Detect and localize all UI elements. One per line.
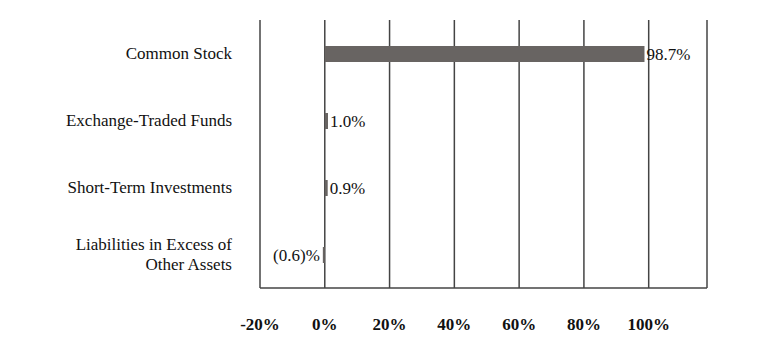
svg-text:0.9%: 0.9% — [330, 179, 365, 198]
svg-text:1.0%: 1.0% — [330, 112, 365, 131]
svg-text:20%: 20% — [373, 315, 407, 334]
svg-text:(0.6)%: (0.6)% — [273, 246, 320, 265]
svg-text:Other Assets: Other Assets — [146, 255, 232, 274]
svg-text:100%: 100% — [627, 315, 670, 334]
svg-text:80%: 80% — [567, 315, 601, 334]
svg-text:0%: 0% — [312, 315, 338, 334]
svg-text:Common Stock: Common Stock — [126, 44, 233, 63]
svg-text:98.7%: 98.7% — [646, 45, 690, 64]
svg-text:Liabilities in Excess of: Liabilities in Excess of — [76, 235, 233, 254]
svg-text:Short-Term Investments: Short-Term Investments — [67, 178, 232, 197]
svg-text:-20%: -20% — [240, 315, 280, 334]
svg-text:60%: 60% — [502, 315, 536, 334]
svg-text:Exchange-Traded Funds: Exchange-Traded Funds — [66, 111, 232, 130]
svg-text:40%: 40% — [437, 315, 471, 334]
